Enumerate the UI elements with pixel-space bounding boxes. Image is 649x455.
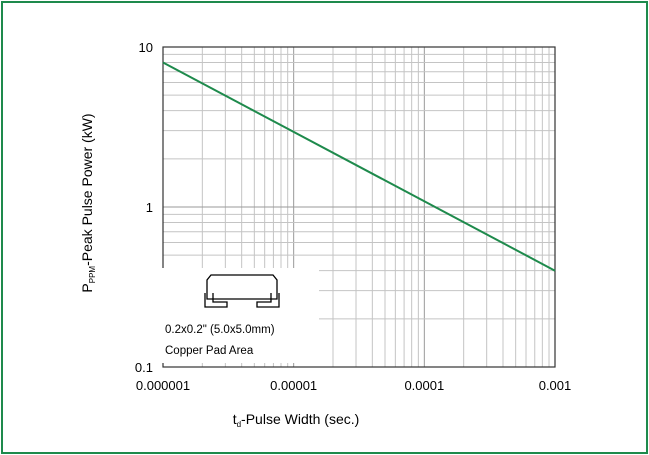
x-tick-label: 0.00001: [270, 378, 317, 393]
y-label-rest: -Peak Pulse Power (kW): [79, 113, 95, 265]
inset-line1: 0.2x0.2" (5.0x5.0mm): [165, 324, 275, 336]
y-tick-label: 10: [139, 40, 153, 55]
copper-pad-package-icon: [204, 274, 280, 308]
y-tick-label: 0.1: [135, 360, 153, 375]
y-label-sub: PPM: [88, 266, 97, 284]
x-label-sub: d: [237, 420, 241, 429]
copper-pad-inset: 0.2x0.2" (5.0x5.0mm) Copper Pad Area: [161, 268, 319, 363]
peak-pulse-power-chart: 0.000001 0.00001 0.0001 0.001 0.1 1 10 td-Pul…: [79, 40, 571, 429]
x-axis-label: td-Pulse Width (sec.): [233, 411, 360, 429]
plot-border: [162, 46, 556, 368]
x-tick-labels: 0.000001 0.00001 0.0001 0.001: [136, 378, 571, 393]
grid: [163, 47, 555, 367]
x-tick-label: 0.0001: [404, 378, 444, 393]
x-label-main: t: [233, 411, 237, 427]
x-tick-label: 0.000001: [136, 378, 190, 393]
x-tick-label: 0.001: [539, 378, 572, 393]
x-label-rest: -Pulse Width (sec.): [241, 411, 359, 427]
series-line-1: [162, 61, 556, 272]
inset-box: [161, 268, 319, 363]
y-label-main: P: [79, 283, 95, 292]
y-axis-label: PPPM-Peak Pulse Power (kW): [79, 113, 97, 292]
y-tick-label: 1: [146, 200, 153, 215]
series-group: [162, 61, 556, 272]
y-tick-labels: 0.1 1 10: [135, 40, 153, 375]
inset-line2: Copper Pad Area: [165, 345, 254, 357]
